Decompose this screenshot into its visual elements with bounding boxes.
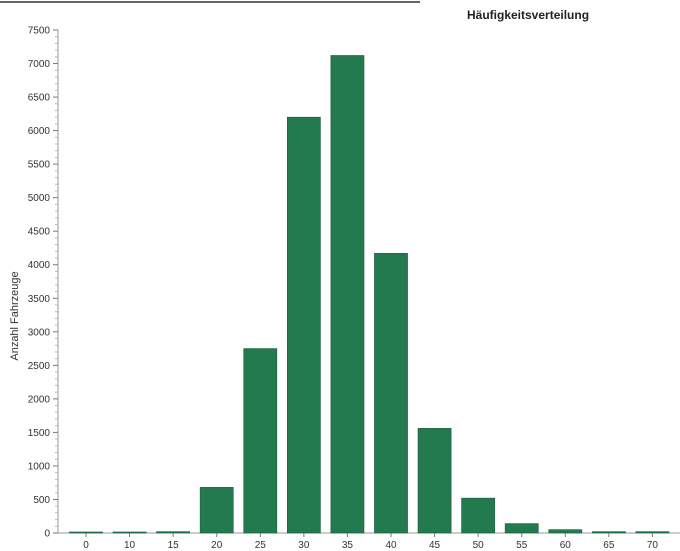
bar-45 — [417, 428, 452, 534]
y-tick-label: 7000 — [28, 59, 51, 70]
y-tick-label: 1000 — [28, 461, 51, 472]
y-tick-label: 3500 — [28, 294, 51, 305]
bar-35 — [330, 55, 365, 534]
x-tick-label: 15 — [168, 540, 180, 551]
x-tick-label: 60 — [560, 540, 572, 551]
y-tick-label: 0 — [44, 529, 50, 540]
x-tick-label: 35 — [342, 540, 354, 551]
x-tick-label: 25 — [255, 540, 267, 551]
x-tick-label: 50 — [473, 540, 485, 551]
y-tick-label: 4000 — [28, 260, 51, 271]
bar-10 — [112, 531, 147, 534]
y-tick-label: 1500 — [28, 428, 51, 439]
bar-60 — [548, 529, 583, 534]
y-tick-label: 5000 — [28, 193, 51, 204]
bar-50 — [461, 497, 496, 534]
x-tick-label: 65 — [603, 540, 615, 551]
y-tick-label: 7500 — [28, 26, 51, 37]
x-tick-label: 0 — [83, 540, 89, 551]
bar-70 — [635, 531, 670, 534]
x-tick-label: 70 — [647, 540, 659, 551]
chart-title: Häufigkeitsverteilung — [467, 8, 590, 22]
y-tick-label: 3000 — [28, 327, 51, 338]
x-tick-label: 10 — [124, 540, 136, 551]
x-tick-label: 45 — [429, 540, 441, 551]
bar-25 — [243, 348, 278, 534]
y-tick-label: 6000 — [28, 126, 51, 137]
y-tick-label: 5500 — [28, 160, 51, 171]
bar-40 — [374, 253, 408, 534]
y-tick-label: 500 — [33, 495, 50, 506]
x-tick-label: 40 — [385, 540, 397, 551]
y-tick-label: 2000 — [28, 394, 51, 405]
bar-30 — [286, 116, 321, 534]
x-tick-label: 20 — [211, 540, 223, 551]
y-tick-label: 6500 — [28, 93, 51, 104]
y-tick-label: 4500 — [28, 227, 51, 238]
bar-55 — [504, 523, 539, 534]
x-tick-label: 55 — [516, 540, 528, 551]
y-axis-label: Anzahl Fahrzeuge — [9, 271, 21, 360]
bar-0 — [69, 531, 103, 534]
bar-20 — [199, 487, 234, 534]
bar-15 — [156, 531, 190, 534]
x-tick-label: 30 — [298, 540, 310, 551]
bar-65 — [591, 531, 626, 534]
y-tick-label: 2500 — [28, 361, 51, 372]
